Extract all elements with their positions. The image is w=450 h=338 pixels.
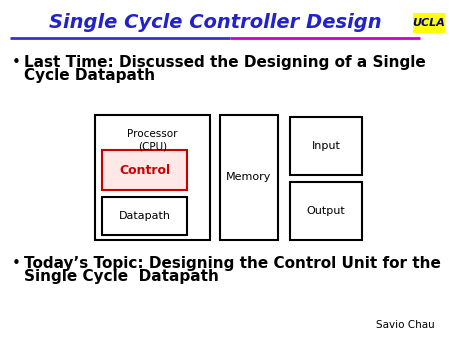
Text: Single Cycle Controller Design: Single Cycle Controller Design <box>49 13 381 31</box>
Text: Output: Output <box>306 206 346 216</box>
Text: Last Time: Discussed the Designing of a Single: Last Time: Discussed the Designing of a … <box>24 55 426 70</box>
Bar <box>413 13 445 33</box>
Text: Cycle Datapath: Cycle Datapath <box>24 68 155 83</box>
Text: Input: Input <box>311 141 341 151</box>
Text: UCLA: UCLA <box>413 18 446 28</box>
Bar <box>102 150 187 190</box>
Bar <box>290 182 362 240</box>
Bar <box>290 117 362 175</box>
Text: Single Cycle  Datapath: Single Cycle Datapath <box>24 269 219 284</box>
Text: Datapath: Datapath <box>118 211 171 221</box>
Text: Memory: Memory <box>226 172 272 183</box>
Bar <box>220 115 278 240</box>
Text: •: • <box>12 55 20 70</box>
Text: Savio Chau: Savio Chau <box>376 320 435 330</box>
Bar <box>102 197 187 235</box>
Text: •: • <box>12 256 20 271</box>
Text: Today’s Topic: Designing the Control Unit for the: Today’s Topic: Designing the Control Uni… <box>24 256 441 271</box>
Text: Processor
(CPU): Processor (CPU) <box>127 129 178 151</box>
Bar <box>95 115 210 240</box>
Text: Control: Control <box>119 164 170 176</box>
